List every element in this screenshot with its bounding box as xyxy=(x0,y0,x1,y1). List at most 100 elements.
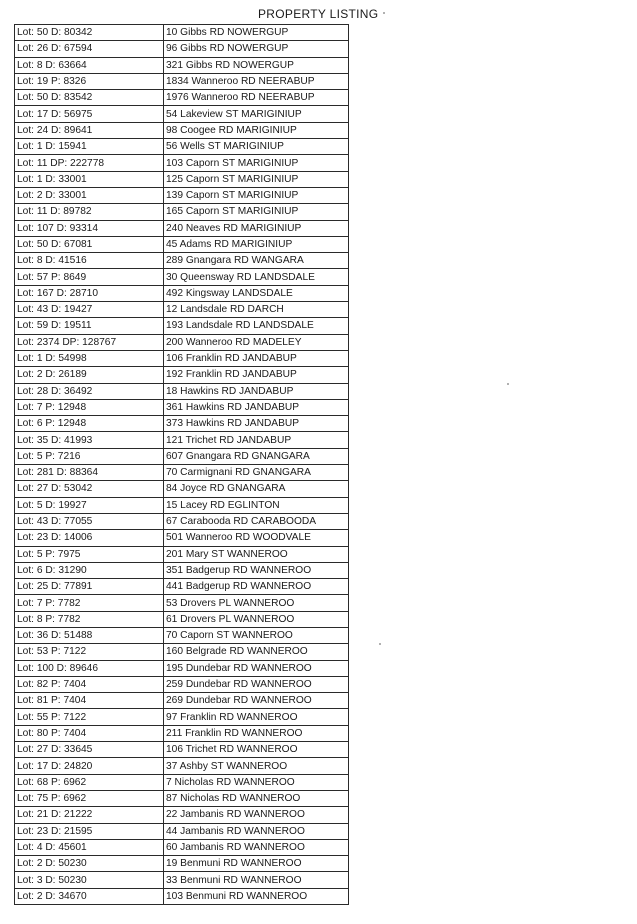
lot-cell: Lot: 7 P: 12948 xyxy=(14,398,164,417)
table-row: Lot: 1 D: 15941 56 Wells ST MARIGINIUP xyxy=(14,138,349,156)
lot-cell: Lot: 1 D: 33001 xyxy=(14,170,164,188)
address-cell: 240 Neaves RD MARIGINIUP xyxy=(163,219,349,237)
lot-cell: Lot: 43 D: 77055 xyxy=(14,512,164,531)
table-row: Lot: 2 D: 33001 139 Caporn ST MARIGINIUP xyxy=(14,186,349,205)
table-row: Lot: 5 D: 19927 15 Lacey RD EGLINTON xyxy=(14,496,349,514)
scan-speck xyxy=(383,12,385,14)
table-row: Lot: 24 D: 89641 98 Coogee RD MARIGINIUP xyxy=(14,121,349,140)
lot-cell: Lot: 2374 DP: 128767 xyxy=(14,333,164,351)
address-cell: 192 Franklin RD JANDABUP xyxy=(163,366,349,384)
table-row: Lot: 75 P: 6962 87 Nicholas RD WANNEROO xyxy=(14,789,349,808)
lot-cell: Lot: 82 P: 7404 xyxy=(14,675,164,694)
lot-cell: Lot: 59 D: 19511 xyxy=(14,317,164,335)
address-cell: 269 Dundebar RD WANNEROO xyxy=(163,692,349,710)
table-row: Lot: 17 D: 24820 37 Ashby ST WANNEROO xyxy=(14,757,349,775)
address-cell: 67 Carabooda RD CARABOODA xyxy=(163,512,349,531)
address-cell: 87 Nicholas RD WANNEROO xyxy=(163,789,349,808)
table-row: Lot: 8 D: 63664 321 Gibbs RD NOWERGUP xyxy=(14,56,349,74)
lot-cell: Lot: 5 P: 7216 xyxy=(14,447,164,466)
table-row: Lot: 167 D: 28710 492 Kingsway LANDSDALE xyxy=(14,284,349,303)
address-cell: 70 Caporn ST WANNEROO xyxy=(163,626,349,645)
address-cell: 1976 Wanneroo RD NEERABUP xyxy=(163,89,349,107)
address-cell: 60 Jambanis RD WANNEROO xyxy=(163,838,349,857)
table-row: Lot: 43 D: 77055 67 Carabooda RD CARABOOD… xyxy=(14,512,349,531)
lot-cell: Lot: 100 D: 89646 xyxy=(14,659,164,677)
table-row: Lot: 23 D: 14006 501 Wanneroo RD WOODVALE xyxy=(14,529,349,547)
table-row: Lot: 8 P: 7782 61 Drovers PL WANNEROO xyxy=(14,610,349,628)
table-row: Lot: 17 D: 56975 54 Lakeview ST MARIGINIU… xyxy=(14,105,349,123)
lot-cell: Lot: 27 D: 53042 xyxy=(14,480,164,498)
address-cell: 321 Gibbs RD NOWERGUP xyxy=(163,56,349,74)
address-cell: 200 Wanneroo RD MADELEY xyxy=(163,333,349,351)
address-cell: 54 Lakeview ST MARIGINIUP xyxy=(163,105,349,123)
property-table: Lot: 50 D: 80342 10 Gibbs RD NOWERGUP Lot:… xyxy=(14,23,349,906)
address-cell: 53 Drovers PL WANNEROO xyxy=(163,594,349,612)
table-row: Lot: 2374 DP: 128767 200 Wanneroo RD MADE… xyxy=(14,333,349,351)
table-row: Lot: 27 D: 53042 84 Joyce RD GNANGARA xyxy=(14,480,349,498)
table-row: Lot: 50 D: 83542 1976 Wanneroo RD NEERABU… xyxy=(14,89,349,107)
lot-cell: Lot: 28 D: 36492 xyxy=(14,382,164,400)
address-cell: 103 Benmuni RD WANNEROO xyxy=(163,887,349,906)
table-row: Lot: 1 D: 54998 106 Franklin RD JANDABUP xyxy=(14,349,349,368)
lot-cell: Lot: 6 P: 12948 xyxy=(14,415,164,433)
address-cell: 259 Dundebar RD WANNEROO xyxy=(163,675,349,694)
table-row: Lot: 5 P: 7975 201 Mary ST WANNEROO xyxy=(14,545,349,563)
address-cell: 37 Ashby ST WANNEROO xyxy=(163,757,349,775)
table-row: Lot: 4 D: 45601 60 Jambanis RD WANNEROO xyxy=(14,838,349,857)
address-cell: 121 Trichet RD JANDABUP xyxy=(163,431,349,449)
address-cell: 195 Dundebar RD WANNEROO xyxy=(163,659,349,677)
table-row: Lot: 23 D: 21595 44 Jambanis RD WANNEROO xyxy=(14,822,349,840)
address-cell: 351 Badgerup RD WANNEROO xyxy=(163,561,349,580)
address-cell: 70 Carmignani RD GNANGARA xyxy=(163,464,349,482)
address-cell: 15 Lacey RD EGLINTON xyxy=(163,496,349,514)
address-cell: 10 Gibbs RD NOWERGUP xyxy=(163,23,349,42)
lot-cell: Lot: 2 D: 33001 xyxy=(14,186,164,205)
lot-cell: Lot: 2 D: 34670 xyxy=(14,887,164,906)
table-row: Lot: 7 P: 7782 53 Drovers PL WANNEROO xyxy=(14,594,349,612)
table-row: Lot: 6 P: 12948 373 Hawkins RD JANDABUP xyxy=(14,415,349,433)
table-row: Lot: 55 P: 7122 97 Franklin RD WANNEROO xyxy=(14,708,349,726)
address-cell: 45 Adams RD MARIGINIUP xyxy=(163,235,349,254)
table-row: Lot: 36 D: 51488 70 Caporn ST WANNEROO xyxy=(14,626,349,645)
address-cell: 98 Coogee RD MARIGINIUP xyxy=(163,121,349,140)
lot-cell: Lot: 24 D: 89641 xyxy=(14,121,164,140)
lot-cell: Lot: 107 D: 93314 xyxy=(14,219,164,237)
lot-cell: Lot: 75 P: 6962 xyxy=(14,789,164,808)
table-row: Lot: 25 D: 77891 441 Badgerup RD WANNEROO xyxy=(14,578,349,596)
lot-cell: Lot: 281 D: 88364 xyxy=(14,464,164,482)
address-cell: 96 Gibbs RD NOWERGUP xyxy=(163,40,349,58)
page-title: PROPERTY LISTING xyxy=(258,7,379,21)
table-row: Lot: 6 D: 31290 351 Badgerup RD WANNEROO xyxy=(14,561,349,580)
table-row: Lot: 11 D: 89782 165 Caporn ST MARIGINIUP xyxy=(14,203,349,221)
lot-cell: Lot: 17 D: 56975 xyxy=(14,105,164,123)
lot-cell: Lot: 8 D: 63664 xyxy=(14,56,164,74)
lot-cell: Lot: 19 P: 8326 xyxy=(14,72,164,91)
table-row: Lot: 68 P: 6962 7 Nicholas RD WANNEROO xyxy=(14,773,349,791)
table-row: Lot: 28 D: 36492 18 Hawkins RD JANDABUP xyxy=(14,382,349,400)
address-cell: 7 Nicholas RD WANNEROO xyxy=(163,773,349,791)
table-row: Lot: 7 P: 12948 361 Hawkins RD JANDABUP xyxy=(14,398,349,417)
table-row: Lot: 35 D: 41993 121 Trichet RD JANDABUP xyxy=(14,431,349,449)
lot-cell: Lot: 17 D: 24820 xyxy=(14,757,164,775)
table-row: Lot: 80 P: 7404 211 Franklin RD WANNEROO xyxy=(14,724,349,743)
table-row: Lot: 26 D: 67594 96 Gibbs RD NOWERGUP xyxy=(14,40,349,58)
lot-cell: Lot: 81 P: 7404 xyxy=(14,692,164,710)
address-cell: 373 Hawkins RD JANDABUP xyxy=(163,415,349,433)
lot-cell: Lot: 50 D: 67081 xyxy=(14,235,164,254)
lot-cell: Lot: 1 D: 54998 xyxy=(14,349,164,368)
lot-cell: Lot: 167 D: 28710 xyxy=(14,284,164,303)
table-row: Lot: 5 P: 7216 607 Gnangara RD GNANGARA xyxy=(14,447,349,466)
address-cell: 492 Kingsway LANDSDALE xyxy=(163,284,349,303)
table-row: Lot: 2 D: 34670 103 Benmuni RD WANNEROO xyxy=(14,887,349,906)
table-row: Lot: 3 D: 50230 33 Benmuni RD WANNEROO xyxy=(14,871,349,889)
address-cell: 61 Drovers PL WANNEROO xyxy=(163,610,349,628)
address-cell: 501 Wanneroo RD WOODVALE xyxy=(163,529,349,547)
lot-cell: Lot: 5 P: 7975 xyxy=(14,545,164,563)
address-cell: 607 Gnangara RD GNANGARA xyxy=(163,447,349,466)
table-row: Lot: 50 D: 67081 45 Adams RD MARIGINIUP xyxy=(14,235,349,254)
address-cell: 289 Gnangara RD WANGARA xyxy=(163,252,349,270)
address-cell: 441 Badgerup RD WANNEROO xyxy=(163,578,349,596)
address-cell: 1834 Wanneroo RD NEERABUP xyxy=(163,72,349,91)
scan-speck xyxy=(507,383,509,385)
address-cell: 84 Joyce RD GNANGARA xyxy=(163,480,349,498)
